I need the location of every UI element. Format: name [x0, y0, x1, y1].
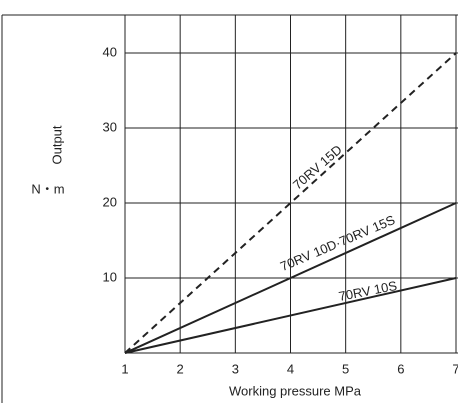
- y-tick-label: 10: [103, 269, 117, 284]
- x-tick-label: 2: [177, 361, 184, 376]
- series-label: 70RV 10D·70RV 15S: [278, 212, 397, 274]
- series-line: [124, 52, 457, 354]
- y-tick-label: 30: [103, 119, 117, 134]
- series-line: [124, 202, 457, 354]
- x-tick-label: 7: [452, 361, 458, 376]
- x-tick-label: 1: [121, 361, 128, 376]
- y-axis-unit: N・m: [31, 181, 64, 196]
- x-tick-label: 3: [232, 361, 239, 376]
- y-axis-label: Output: [49, 125, 64, 164]
- series-line: [124, 277, 457, 354]
- y-tick-label: 20: [103, 194, 117, 209]
- series-label: 70RV 15D: [290, 142, 345, 193]
- y-tick-label: 40: [103, 44, 117, 59]
- x-tick-label: 6: [397, 361, 404, 376]
- x-axis-label: Working pressure MPa: [229, 383, 362, 398]
- x-tick-label: 5: [342, 361, 349, 376]
- x-tick-label: 4: [287, 361, 294, 376]
